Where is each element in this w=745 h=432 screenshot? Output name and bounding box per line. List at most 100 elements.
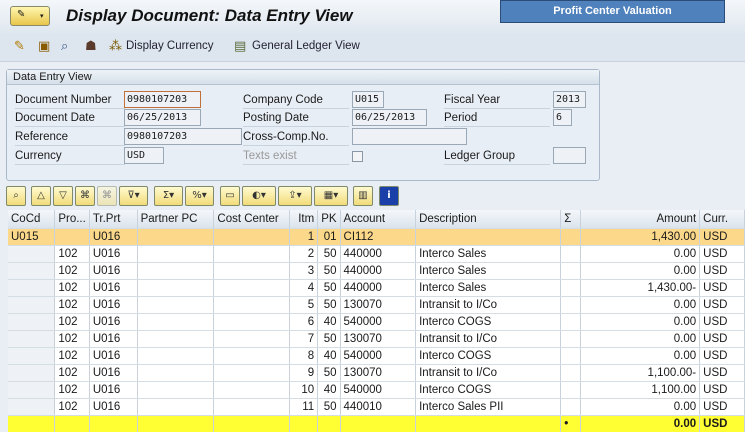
column-header[interactable]: Cost Center	[213, 210, 291, 229]
column-header[interactable]: Description	[415, 210, 562, 229]
table-row[interactable]: 102 U016 9 50 130070 Intransit to I/Co 1,100.0…	[8, 364, 745, 382]
currency-icon[interactable]: ⁂	[109, 39, 122, 54]
find-next-icon[interactable]: ⌘	[97, 186, 117, 206]
export-icon[interactable]: ⇪▾	[278, 186, 312, 206]
fiscal-year-label: Fiscal Year	[444, 92, 550, 109]
table-row[interactable]: U015 U016 1 01 CI112 1,430.00 USD	[8, 228, 745, 246]
table-row[interactable]: 102 U016 6 40 540000 Interco COGS 0.00 USD	[8, 313, 745, 331]
print-icon[interactable]: ▭	[220, 186, 240, 206]
currency-field[interactable]: USD	[124, 147, 164, 164]
table-cell	[213, 398, 291, 416]
table-cell: 01	[317, 228, 341, 246]
table-row[interactable]: 102 U016 3 50 440000 Interco Sales 0.00 USD	[8, 262, 745, 280]
reference-field[interactable]: 0980107203	[124, 128, 242, 145]
table-cell: Interco COGS	[415, 381, 562, 399]
table-cell: 1,100.00-	[580, 364, 701, 382]
display-currency-button[interactable]: Display Currency	[126, 40, 214, 52]
table-cell: Interco COGS	[415, 313, 562, 331]
table-cell: 440010	[340, 398, 417, 416]
cross-comp-field[interactable]	[352, 128, 467, 145]
table-cell: 102	[54, 279, 90, 297]
graphic-icon[interactable]: ▥	[353, 186, 373, 206]
find-icon[interactable]: ⌘	[75, 186, 95, 206]
column-header[interactable]: CoCd	[8, 210, 56, 229]
column-header[interactable]: PK	[317, 210, 341, 229]
column-header[interactable]: Partner PC	[137, 210, 215, 229]
application-toolbar: ✎ ▣ ⌕ ☗ ⁂ Display Currency ▤ General Led…	[0, 33, 745, 62]
table-cell: 50	[317, 279, 341, 297]
table-cell: 9	[289, 364, 319, 382]
table-cell: U016	[89, 228, 138, 246]
column-header[interactable]: Amount	[580, 210, 701, 229]
column-header[interactable]: Itm	[289, 210, 319, 229]
ledger-group-field[interactable]	[553, 147, 586, 164]
table-cell	[560, 262, 582, 280]
total-cell	[213, 415, 291, 432]
table-cell: 1,100.00	[580, 381, 701, 399]
table-cell	[8, 364, 56, 382]
info-icon[interactable]: i	[379, 186, 399, 206]
views-icon[interactable]: ◐▾	[242, 186, 276, 206]
total-cell	[89, 415, 138, 432]
column-header[interactable]: Curr.	[699, 210, 745, 229]
grid-toolbar: ⌕ △ ▽ ⌘ ⌘ ⊽▾ Σ▾ %▾ ▭ ◐▾ ⇪▾ ▦▾ ▥ i	[6, 186, 745, 208]
fiscal-year-field[interactable]: 2013	[553, 91, 586, 108]
general-ledger-view-button[interactable]: General Ledger View	[252, 40, 360, 52]
texts-exist-checkbox[interactable]	[352, 151, 363, 162]
details-icon[interactable]: ⌕	[6, 186, 26, 206]
total-cell: •	[560, 415, 582, 432]
table-row[interactable]: 102 U016 10 40 540000 Interco COGS 1,100.00 USD	[8, 381, 745, 399]
column-header[interactable]: Tr.Prt	[89, 210, 138, 229]
document-date-label: Document Date	[15, 110, 125, 127]
layout-icon[interactable]: ▦▾	[314, 186, 348, 206]
hat-icon[interactable]: ☗	[85, 39, 97, 54]
table-cell: USD	[699, 313, 745, 331]
table-cell	[560, 296, 582, 314]
table-cell	[415, 228, 562, 246]
table-row[interactable]: 102 U016 5 50 130070 Intransit to I/Co 0.00 USD	[8, 296, 745, 314]
table-cell	[8, 330, 56, 348]
table-row[interactable]: 102 U016 8 40 540000 Interco COGS 0.00 USD	[8, 347, 745, 365]
table-cell	[8, 347, 56, 365]
table-cell	[213, 381, 291, 399]
company-code-field[interactable]: U015	[352, 91, 384, 108]
column-header[interactable]: Pro...	[54, 210, 90, 229]
search-icon[interactable]: ⌕	[61, 39, 69, 54]
column-header[interactable]: Σ	[560, 210, 582, 229]
table-cell	[137, 228, 215, 246]
table-cell: 50	[317, 262, 341, 280]
table-cell: 50	[317, 398, 341, 416]
grid-header-row: CoCd Pro... Tr.Prt Partner PC Cost Center Itm…	[8, 210, 745, 229]
sort-descending-icon[interactable]: ▽	[53, 186, 73, 206]
table-row[interactable]: 102 U016 4 50 440000 Interco Sales 1,430.00- US…	[8, 279, 745, 297]
column-header[interactable]: Account	[340, 210, 417, 229]
posting-date-field[interactable]: 06/25/2013	[352, 109, 427, 126]
table-cell: Intransit to I/Co	[415, 330, 562, 348]
table-cell	[137, 381, 215, 399]
table-cell	[560, 245, 582, 263]
table-row[interactable]: 102 U016 11 50 440010 Interco Sales PII 0.00 US…	[8, 398, 745, 416]
sort-ascending-icon[interactable]: △	[31, 186, 51, 206]
table-cell: U016	[89, 313, 138, 331]
document-date-field[interactable]: 06/25/2013	[124, 109, 201, 126]
edit-icon[interactable]: ✎	[14, 39, 25, 54]
table-cell: 102	[54, 262, 90, 280]
total-cell: 0.00	[580, 415, 701, 432]
document-icon[interactable]: ▣	[38, 39, 51, 54]
ledger-icon[interactable]: ▤	[234, 39, 247, 54]
table-cell	[560, 381, 582, 399]
period-field[interactable]: 6	[553, 109, 572, 126]
system-menu-button[interactable]: ✎ ▾	[10, 6, 50, 26]
total-cell	[8, 415, 56, 432]
table-cell: 102	[54, 313, 90, 331]
subtotal-icon[interactable]: %▾	[185, 186, 214, 206]
table-row[interactable]: 102 U016 2 50 440000 Interco Sales 0.00 USD	[8, 245, 745, 263]
filter-icon[interactable]: ⊽▾	[119, 186, 148, 206]
table-cell: 40	[317, 313, 341, 331]
table-cell: USD	[699, 398, 745, 416]
sum-icon[interactable]: Σ▾	[154, 186, 183, 206]
table-cell: 5	[289, 296, 319, 314]
document-number-field[interactable]: 0980107203	[124, 91, 201, 108]
menu-icon: ✎	[17, 9, 26, 20]
table-row[interactable]: 102 U016 7 50 130070 Intransit to I/Co 0.00 USD	[8, 330, 745, 348]
